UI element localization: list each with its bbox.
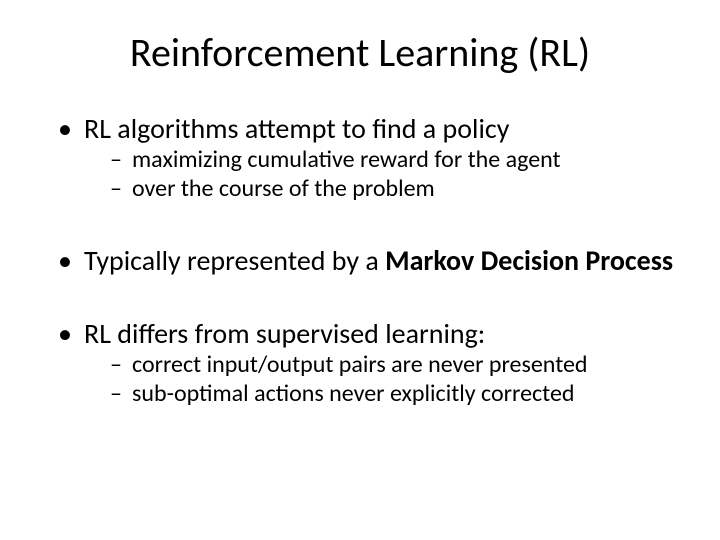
sub-bullet-list: maximizing cumulative reward for the age… [84,146,680,202]
bullet-text: RL differs from supervised learning: [84,316,485,351]
bullet-text-prefix: Typically represented by a [84,243,385,278]
slide-title: Reinforcement Learning (RL) [40,28,680,77]
slide-content: RL algorithms attempt to find a policy m… [40,113,680,407]
bullet-item: Typically represented by a Markov Decisi… [58,245,680,276]
bullet-list: RL algorithms attempt to find a policy m… [58,113,680,407]
bullet-item: RL algorithms attempt to find a policy m… [58,113,680,203]
bullet-item: RL differs from supervised learning: cor… [58,318,680,408]
sub-bullet-item: maximizing cumulative reward for the age… [110,146,680,174]
bullet-text: RL algorithms attempt to find a policy [84,111,509,146]
sub-bullet-item: sub-optimal actions never explicitly cor… [110,380,680,408]
spacer [58,211,680,245]
spacer [58,284,680,318]
bullet-text-bold: Markov Decision Process [385,243,673,278]
sub-bullet-item: correct input/output pairs are never pre… [110,351,680,379]
sub-bullet-item: over the course of the problem [110,175,680,203]
sub-bullet-list: correct input/output pairs are never pre… [84,351,680,407]
